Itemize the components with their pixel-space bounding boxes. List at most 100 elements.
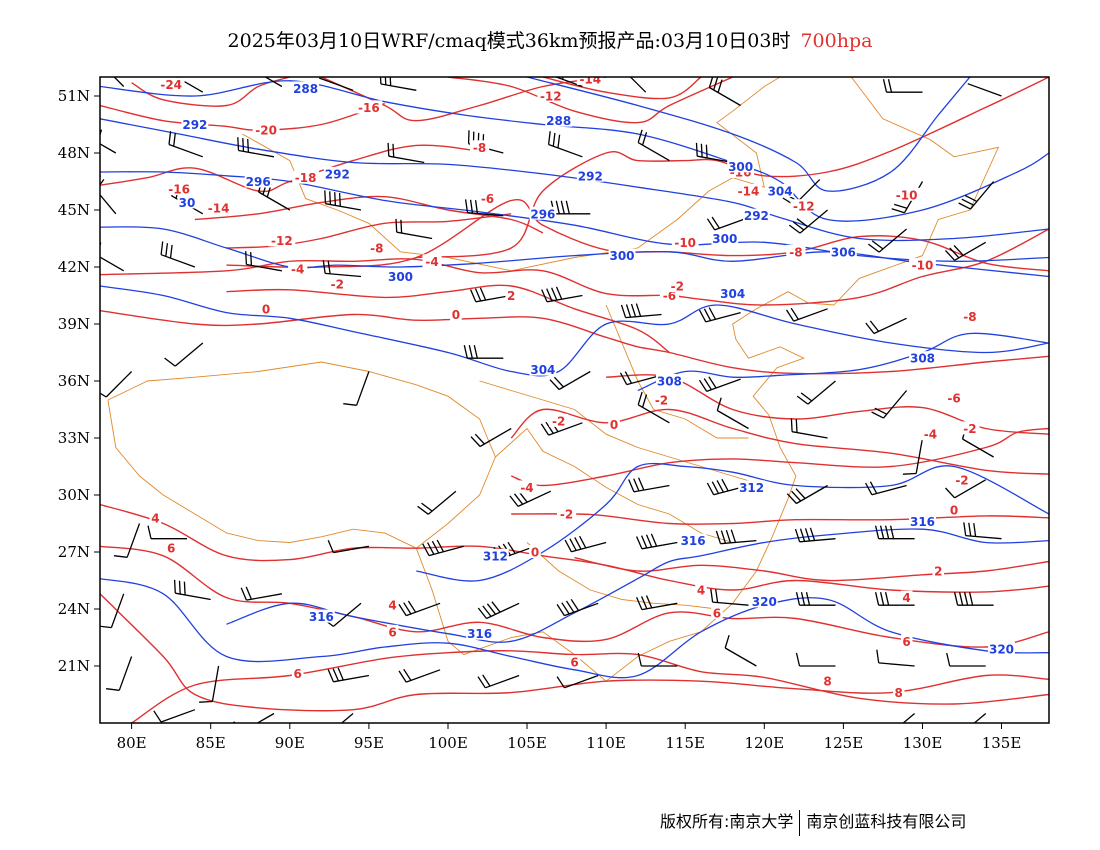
wind-barb-flag <box>343 403 357 406</box>
wind-barb-flag <box>792 221 805 231</box>
temperature-label: -4 <box>291 262 304 276</box>
company-text: 南京创蓝科技有限公司 <box>806 812 967 831</box>
wind-barb-flag <box>884 592 890 606</box>
height-label: 304 <box>720 287 745 301</box>
lat-tick-label: 33N <box>58 429 90 447</box>
wind-barb-flag <box>327 669 334 683</box>
wind-barb-flag <box>100 129 103 137</box>
wind-barb-shaft <box>873 317 907 335</box>
temperature-label-bg <box>205 201 232 215</box>
height-label: 296 <box>246 175 271 189</box>
height-contour <box>226 528 1049 643</box>
temperature-label: 6 <box>570 656 578 670</box>
wind-barb-flag <box>245 586 252 600</box>
wind-barb-flag <box>557 134 561 148</box>
temperature-label-bg <box>893 187 921 201</box>
wind-barb-flag <box>711 481 720 494</box>
footer-divider <box>799 809 801 836</box>
wind-barb-flag <box>968 592 974 606</box>
wind-barb <box>795 652 836 667</box>
wind-barb-flag <box>869 320 880 332</box>
wind-barb <box>417 490 457 515</box>
wind-barb <box>874 592 915 606</box>
wind-barb-flag <box>322 260 326 274</box>
wind-barb <box>564 535 607 553</box>
wind-barb-flag <box>973 523 977 537</box>
wind-barb-shaft <box>380 83 417 91</box>
height-label-bg <box>738 480 765 494</box>
height-label-bg <box>387 269 414 283</box>
wind-barb-flag <box>963 522 967 536</box>
wind-barb <box>100 593 125 629</box>
wind-barb-flag <box>786 493 797 504</box>
lon-tick-label: 110E <box>586 734 626 752</box>
wind-barb <box>237 137 275 158</box>
temperature-contour <box>100 545 1049 648</box>
lon-tick-label: 120E <box>745 734 785 752</box>
wind-barb-shaft <box>793 308 828 322</box>
wind-barb <box>541 286 583 303</box>
wind-barb-flag <box>874 407 887 415</box>
lon-tick-label: 85E <box>196 734 226 752</box>
wind-barb <box>882 79 923 93</box>
temperature-label: -14 <box>738 185 760 199</box>
lat-tick-label: 42N <box>58 258 90 276</box>
temperature-contour <box>511 513 1049 525</box>
wind-barb-flag <box>427 542 435 555</box>
wind-barb-flag <box>561 602 570 615</box>
wind-barb-shaft <box>100 193 117 215</box>
height-contour-layer <box>100 77 1049 679</box>
temperature-label: 4 <box>388 599 396 613</box>
temperature-label-bg <box>960 309 980 323</box>
wind-barb-shaft <box>160 709 196 723</box>
wind-barb <box>470 287 512 303</box>
height-label: 300 <box>609 249 634 263</box>
wind-barb-shaft <box>486 602 520 620</box>
temperature-label: -2 <box>552 414 565 428</box>
wind-barb-flag <box>800 592 806 606</box>
wind-barb-flag <box>703 378 712 391</box>
height-label-bg <box>181 117 209 131</box>
temperature-label: -2 <box>655 394 668 408</box>
wind-barb-shaft <box>799 209 829 234</box>
wind-barb-flag <box>553 376 564 388</box>
wind-barb-flag <box>250 252 253 266</box>
wind-barb <box>173 579 211 601</box>
temperature-contour <box>542 77 702 100</box>
temperature-label: 4 <box>902 591 910 605</box>
wind-barb-shaft <box>705 311 741 323</box>
wind-barb-flag <box>641 596 648 609</box>
height-label-bg <box>909 514 936 528</box>
wind-barb <box>706 216 749 231</box>
wind-barb <box>695 142 733 164</box>
wind-barb-flag <box>546 288 553 302</box>
wind-barb-flag <box>403 668 412 681</box>
wind-barb-shaft <box>246 263 283 272</box>
wind-barb-flag <box>953 592 959 606</box>
wind-barb <box>100 242 125 272</box>
wind-barb-flag <box>113 555 128 558</box>
height-contour <box>637 332 1049 392</box>
wind-barb-shaft <box>340 713 354 723</box>
wind-barb-shaft <box>871 484 907 496</box>
height-label-bg <box>608 248 636 262</box>
height-label-bg <box>743 208 770 222</box>
height-label: 312 <box>739 481 764 495</box>
height-label: 312 <box>483 549 508 563</box>
wind-barb-flag <box>332 668 339 682</box>
wind-barb-flag <box>491 601 501 613</box>
wind-barb-flag <box>555 200 560 214</box>
temperature-label-bg <box>327 277 347 291</box>
wind-barb-flag <box>507 541 516 554</box>
wind-barb-flag <box>556 604 565 616</box>
wind-barb-flag <box>794 528 801 542</box>
wind-barb-flag <box>805 592 811 606</box>
temperature-label: -20 <box>255 124 277 138</box>
wind-barb <box>637 129 670 162</box>
temperature-label-bg <box>291 666 304 680</box>
wind-barb-shaft <box>709 86 741 107</box>
wind-barb <box>902 713 916 723</box>
wind-barb-flag <box>160 241 164 255</box>
boundary-line <box>495 427 733 543</box>
height-label: 320 <box>989 642 1014 656</box>
